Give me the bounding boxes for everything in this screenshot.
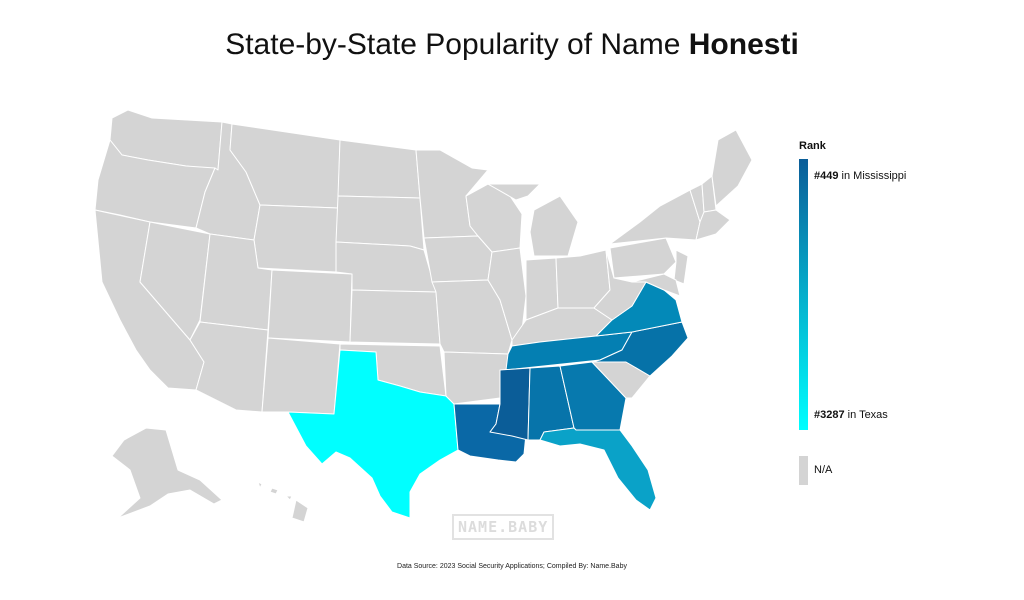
legend-title: Rank: [799, 140, 826, 152]
legend-bottom-text: in Texas: [845, 409, 888, 421]
legend-na-swatch: [799, 456, 808, 485]
state-new-york[interactable]: [610, 190, 700, 244]
legend-top-rank: #449: [814, 170, 838, 182]
legend-gradient-bar: [799, 159, 808, 430]
map-states: [95, 110, 752, 522]
state-maine[interactable]: [712, 130, 752, 206]
legend-top-text: in Mississippi: [838, 170, 906, 182]
legend-bottom-rank: #3287: [814, 409, 845, 421]
legend-bottom-label: #3287 in Texas: [814, 409, 888, 421]
state-north-dakota[interactable]: [338, 140, 420, 198]
state-florida[interactable]: [540, 428, 656, 510]
state-arkansas[interactable]: [444, 352, 508, 404]
watermark-logo: NAME.BABY: [452, 514, 554, 540]
state-alaska[interactable]: [112, 428, 222, 518]
state-pennsylvania[interactable]: [610, 238, 676, 278]
state-south-dakota[interactable]: [336, 196, 424, 250]
state-colorado[interactable]: [268, 270, 352, 342]
state-new-mexico[interactable]: [262, 338, 340, 414]
state-new-jersey[interactable]: [674, 250, 688, 284]
legend-top-label: #449 in Mississippi: [814, 170, 906, 182]
data-source-note: Data Source: 2023 Social Security Applic…: [0, 563, 1024, 570]
state-kansas[interactable]: [350, 290, 440, 344]
state-hawaii[interactable]: [258, 482, 308, 522]
state-iowa[interactable]: [424, 236, 492, 282]
state-wyoming[interactable]: [254, 205, 338, 272]
legend-na-label: N/A: [814, 464, 832, 476]
